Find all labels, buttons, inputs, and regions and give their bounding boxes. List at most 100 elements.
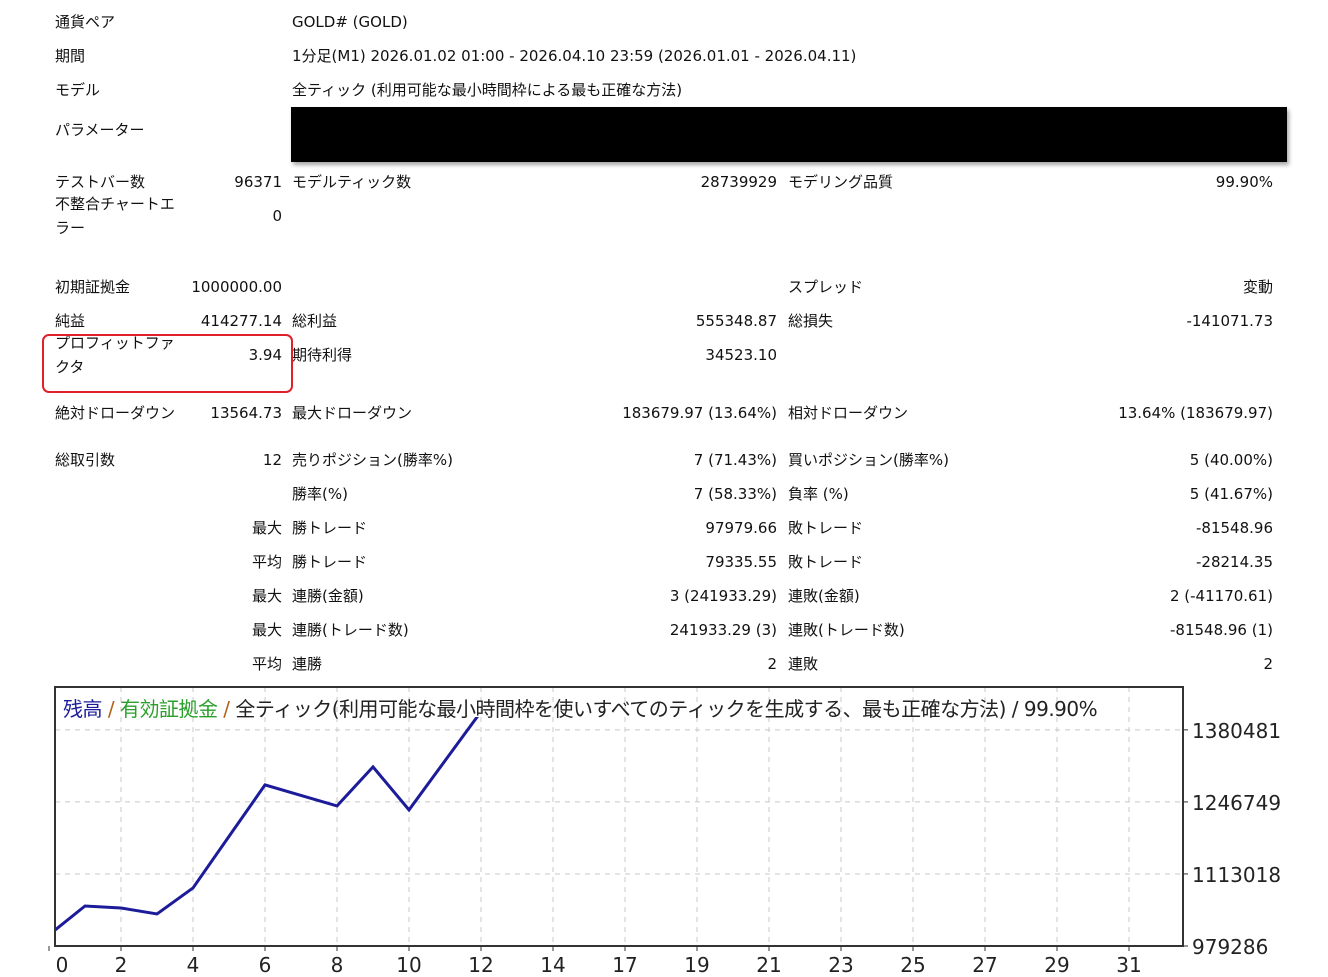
row-value: 最大	[251, 519, 282, 537]
row-label: 不整合チャートエラー	[55, 195, 175, 237]
row-label: 総利益	[292, 312, 338, 330]
plot-border	[54, 686, 1184, 947]
row-value: 平均	[251, 655, 282, 673]
row-label: スプレッド	[788, 278, 864, 296]
row-value: -141071.73	[1186, 312, 1273, 330]
x-tick-label: 31	[1116, 953, 1141, 977]
x-tick-label: 19	[684, 953, 709, 977]
x-tick-label: 21	[756, 953, 781, 977]
row-value: -81548.96 (1)	[1169, 621, 1273, 639]
row-value: -81548.96	[1196, 519, 1273, 537]
row-label: 買いポジション(勝率%)	[788, 451, 949, 469]
highlight-box	[42, 334, 293, 393]
title-sep: /	[102, 697, 120, 721]
row-value: 2	[767, 655, 777, 673]
row-label: 連敗	[788, 655, 819, 673]
y-tick-label: 1380481	[1192, 719, 1281, 743]
row-label: 勝率(%)	[292, 485, 348, 503]
row-label: 勝トレード	[292, 519, 368, 537]
row-label: パラメーター	[55, 121, 145, 139]
row-label: 負率 (%)	[788, 485, 849, 503]
x-tick-label: 25	[900, 953, 925, 977]
row-value: 変動	[1242, 278, 1273, 296]
title-sep: /	[217, 697, 236, 721]
row-label: 期待利得	[292, 346, 353, 364]
x-tick-label: 10	[396, 953, 421, 977]
row-value: 241933.29 (3)	[669, 621, 777, 639]
row-label: 絶対ドローダウン	[55, 404, 176, 422]
x-tick-label: 8	[331, 953, 344, 977]
row-label: 最大ドローダウン	[292, 404, 413, 422]
y-tick-label: 1246749	[1192, 791, 1281, 815]
row-value: 97979.66	[705, 519, 777, 537]
row-label: 勝トレード	[292, 553, 368, 571]
row-value: 7 (71.43%)	[693, 451, 777, 469]
row-label: モデリング品質	[788, 173, 894, 191]
row-value: 13564.73	[210, 404, 282, 422]
row-value: 79335.55	[705, 553, 777, 571]
row-value: 2 (-41170.61)	[1169, 587, 1273, 605]
row-value: 5 (41.67%)	[1189, 485, 1273, 503]
x-tick-label: 4	[187, 953, 200, 977]
x-tick-label: 27	[972, 953, 997, 977]
row-label: モデル	[55, 81, 101, 99]
row-value: GOLD# (GOLD)	[292, 13, 408, 31]
row-value: 34523.10	[705, 346, 777, 364]
row-value: 28739929	[700, 173, 777, 191]
row-value: 99.90%	[1215, 173, 1273, 191]
row-label: テストバー数	[55, 173, 146, 191]
x-tick-label: 0	[56, 953, 69, 977]
x-tick-label: 2	[115, 953, 128, 977]
row-label: 連敗(金額)	[788, 587, 860, 605]
x-tick-label: 14	[540, 953, 565, 977]
row-value: 2	[1263, 655, 1273, 673]
row-label: 敗トレード	[788, 553, 864, 571]
row-label: プロフィットファクタ	[55, 334, 175, 376]
row-label: 敗トレード	[788, 519, 864, 537]
title-equity: 有効証拠金	[119, 697, 218, 721]
balance-chart: 0 2 4 6 8 10 12 14 17 19 21 23 25 27 29 31 1380481 124674…	[48, 686, 1281, 977]
row-value: 1000000.00	[191, 278, 282, 296]
row-value: 183679.97 (13.64%)	[622, 404, 777, 422]
row-label: モデルティック数	[292, 173, 412, 191]
row-value: 最大	[251, 587, 282, 605]
y-tick-label: 1113018	[1192, 863, 1281, 887]
row-label: 期間	[55, 47, 86, 65]
row-value: -28214.35	[1196, 553, 1273, 571]
row-value: 13.64% (183679.97)	[1118, 404, 1273, 422]
redacted-parameters	[291, 107, 1287, 162]
row-value: 555348.87	[695, 312, 777, 330]
row-value: 平均	[251, 553, 282, 571]
row-value: 12	[262, 451, 282, 469]
row-label: 通貨ペア	[55, 13, 116, 31]
row-value: 全ティック (利用可能な最小時間枠による最も正確な方法)	[292, 81, 683, 99]
row-value: 7 (58.33%)	[693, 485, 777, 503]
chart-title: 残高 / 有効証拠金 / 全ティック(利用可能な最小時間枠を使いすべてのティック…	[63, 693, 1098, 722]
y-tick-label: 979286	[1192, 935, 1268, 959]
row-value: 1分足(M1) 2026.01.02 01:00 - 2026.04.10 23…	[292, 47, 857, 65]
row-label: 連勝(金額)	[292, 587, 364, 605]
x-tick-label: 12	[468, 953, 493, 977]
row-label: 連敗(トレード数)	[788, 621, 905, 639]
row-label: 純益	[55, 312, 86, 330]
title-balance: 残高	[63, 697, 103, 721]
row-value: 3 (241933.29)	[669, 587, 777, 605]
row-label: 相対ドローダウン	[788, 404, 909, 422]
x-tick-label: 29	[1044, 953, 1069, 977]
row-value: 3.94	[248, 346, 282, 364]
x-tick-label: 6	[259, 953, 272, 977]
row-value: 96371	[234, 173, 282, 191]
row-value: 414277.14	[200, 312, 282, 330]
row-label: 総損失	[788, 312, 834, 330]
x-tick-label: 17	[612, 953, 637, 977]
row-label: 売りポジション(勝率%)	[292, 451, 453, 469]
row-value: 5 (40.00%)	[1189, 451, 1273, 469]
row-label: 連勝(トレード数)	[292, 621, 409, 639]
row-label: 初期証拠金	[55, 278, 131, 296]
title-model: 全ティック(利用可能な最小時間枠を使いすべてのティックを生成する、最も正確な方法…	[235, 697, 1098, 721]
row-value: 最大	[251, 621, 282, 639]
plot-area	[55, 687, 1183, 946]
row-label: 総取引数	[55, 451, 116, 469]
row-label: 連勝	[292, 655, 323, 673]
row-value: 0	[272, 207, 282, 225]
